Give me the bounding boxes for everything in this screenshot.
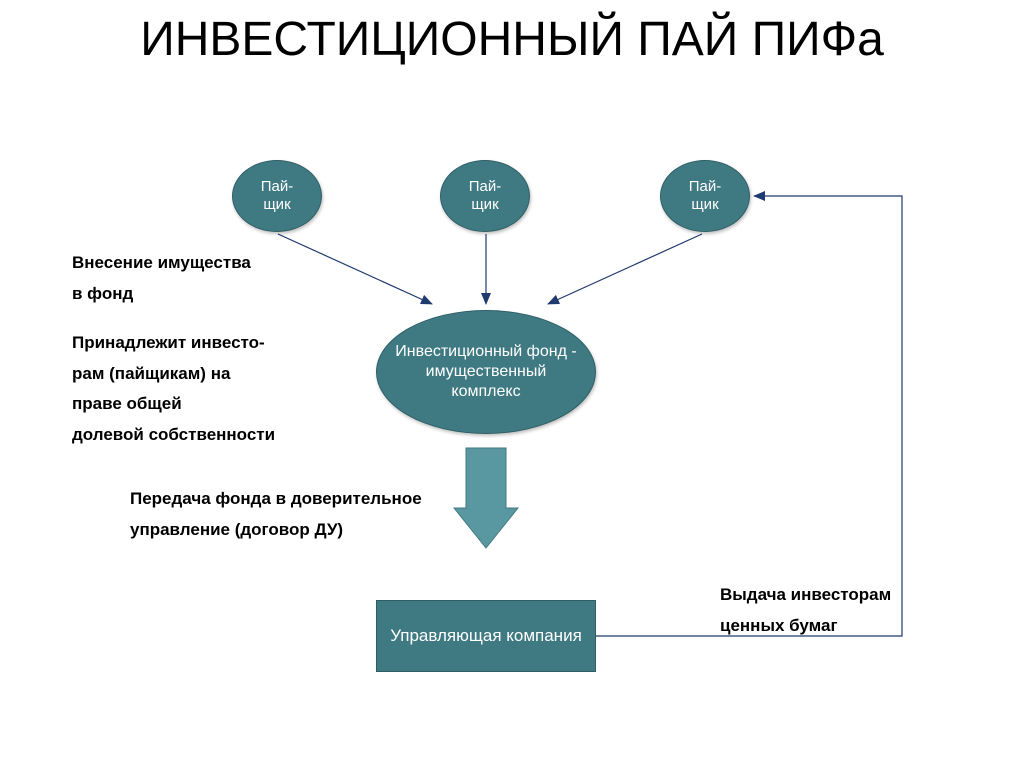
node-payschik-2: Пай-щик bbox=[440, 160, 530, 232]
node-manager: Управляющая компания bbox=[376, 600, 596, 672]
node-label: Пай-щик bbox=[469, 178, 502, 214]
text-trust-management: Передача фонда в доверительное управлени… bbox=[130, 484, 422, 545]
feedback-arrow bbox=[596, 196, 902, 636]
thin-arrows-group bbox=[278, 234, 702, 304]
thin-arrow bbox=[548, 234, 702, 304]
node-payschik-1: Пай-щик bbox=[232, 160, 322, 232]
thin-arrow bbox=[278, 234, 432, 304]
node-label: Пай-щик bbox=[689, 178, 722, 214]
node-label: Инвестиционный фонд - имущественный комп… bbox=[395, 342, 577, 402]
text-contribution: Внесение имуществав фонд bbox=[72, 248, 251, 309]
node-label: Управляющая компания bbox=[390, 625, 582, 647]
text-issue-securities: Выдача инвесторамценных бумаг bbox=[720, 580, 891, 641]
block-arrow bbox=[454, 448, 518, 548]
node-payschik-3: Пай-щик bbox=[660, 160, 750, 232]
node-fund: Инвестиционный фонд - имущественный комп… bbox=[376, 310, 596, 434]
text-ownership: Принадлежит инвесто-рам (пайщикам) напра… bbox=[72, 328, 275, 450]
page-title: ИНВЕСТИЦИОННЫЙ ПАЙ ПИФа bbox=[0, 12, 1024, 67]
node-label: Пай-щик bbox=[261, 178, 294, 214]
